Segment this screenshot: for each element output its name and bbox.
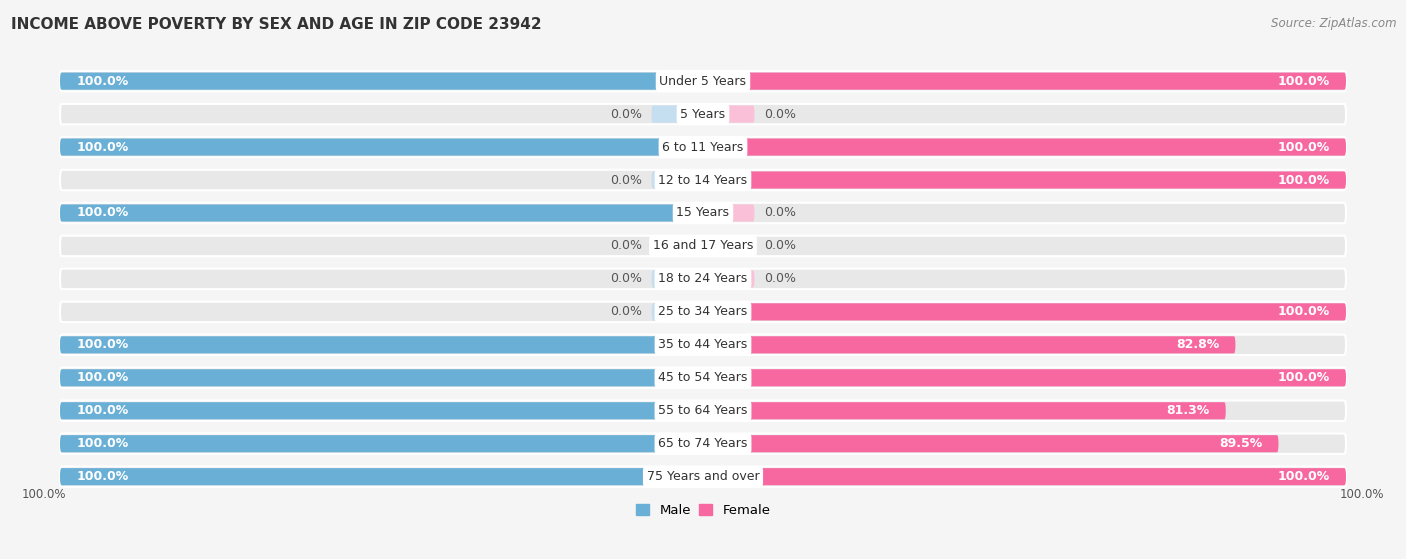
FancyBboxPatch shape [703,73,1346,89]
FancyBboxPatch shape [60,269,1346,289]
Text: 12 to 14 Years: 12 to 14 Years [658,173,748,187]
Text: INCOME ABOVE POVERTY BY SEX AND AGE IN ZIP CODE 23942: INCOME ABOVE POVERTY BY SEX AND AGE IN Z… [11,17,541,32]
FancyBboxPatch shape [60,368,1346,388]
Text: 0.0%: 0.0% [763,239,796,253]
FancyBboxPatch shape [60,402,703,419]
Text: 18 to 24 Years: 18 to 24 Years [658,272,748,286]
FancyBboxPatch shape [60,335,1346,355]
FancyBboxPatch shape [703,402,1226,419]
FancyBboxPatch shape [60,369,703,386]
Text: 100.0%: 100.0% [1278,140,1330,154]
Text: 0.0%: 0.0% [610,173,643,187]
FancyBboxPatch shape [651,304,703,320]
FancyBboxPatch shape [60,137,1346,157]
Text: 15 Years: 15 Years [676,206,730,220]
Text: 100.0%: 100.0% [76,206,128,220]
Text: 100.0%: 100.0% [76,470,128,483]
FancyBboxPatch shape [60,337,703,353]
FancyBboxPatch shape [651,106,703,122]
Text: 0.0%: 0.0% [763,107,796,121]
Text: 100.0%: 100.0% [21,489,66,501]
FancyBboxPatch shape [703,106,755,122]
Text: 100.0%: 100.0% [1278,75,1330,88]
Text: 100.0%: 100.0% [1278,470,1330,483]
Text: 89.5%: 89.5% [1219,437,1263,450]
FancyBboxPatch shape [703,468,1346,485]
FancyBboxPatch shape [703,337,1236,353]
FancyBboxPatch shape [60,302,1346,322]
Text: 65 to 74 Years: 65 to 74 Years [658,437,748,450]
Text: 100.0%: 100.0% [76,371,128,384]
FancyBboxPatch shape [703,205,755,221]
Text: 100.0%: 100.0% [76,338,128,352]
Text: 35 to 44 Years: 35 to 44 Years [658,338,748,352]
Text: 100.0%: 100.0% [76,404,128,417]
FancyBboxPatch shape [60,104,1346,124]
FancyBboxPatch shape [703,271,755,287]
FancyBboxPatch shape [60,236,1346,256]
Text: 0.0%: 0.0% [763,206,796,220]
FancyBboxPatch shape [60,466,1346,487]
Text: 0.0%: 0.0% [610,305,643,319]
FancyBboxPatch shape [60,71,1346,91]
Legend: Male, Female: Male, Female [630,499,776,522]
FancyBboxPatch shape [703,172,1346,188]
FancyBboxPatch shape [60,433,1346,454]
FancyBboxPatch shape [60,435,703,452]
Text: Under 5 Years: Under 5 Years [659,75,747,88]
FancyBboxPatch shape [703,139,1346,155]
FancyBboxPatch shape [651,172,703,188]
Text: 5 Years: 5 Years [681,107,725,121]
Text: 100.0%: 100.0% [1278,371,1330,384]
Text: 82.8%: 82.8% [1175,338,1219,352]
FancyBboxPatch shape [60,205,703,221]
Text: 75 Years and over: 75 Years and over [647,470,759,483]
Text: 55 to 64 Years: 55 to 64 Years [658,404,748,417]
Text: 6 to 11 Years: 6 to 11 Years [662,140,744,154]
Text: 0.0%: 0.0% [763,272,796,286]
FancyBboxPatch shape [703,304,1346,320]
FancyBboxPatch shape [60,170,1346,190]
Text: 0.0%: 0.0% [610,272,643,286]
Text: 25 to 34 Years: 25 to 34 Years [658,305,748,319]
Text: 45 to 54 Years: 45 to 54 Years [658,371,748,384]
Text: 100.0%: 100.0% [76,437,128,450]
Text: 100.0%: 100.0% [1340,489,1385,501]
FancyBboxPatch shape [60,203,1346,223]
Text: Source: ZipAtlas.com: Source: ZipAtlas.com [1271,17,1396,30]
FancyBboxPatch shape [651,238,703,254]
Text: 81.3%: 81.3% [1167,404,1209,417]
FancyBboxPatch shape [703,238,755,254]
FancyBboxPatch shape [651,271,703,287]
Text: 100.0%: 100.0% [1278,173,1330,187]
FancyBboxPatch shape [703,435,1278,452]
Text: 0.0%: 0.0% [610,239,643,253]
FancyBboxPatch shape [60,401,1346,421]
FancyBboxPatch shape [60,139,703,155]
FancyBboxPatch shape [60,73,703,89]
Text: 16 and 17 Years: 16 and 17 Years [652,239,754,253]
FancyBboxPatch shape [703,369,1346,386]
FancyBboxPatch shape [60,468,703,485]
Text: 100.0%: 100.0% [1278,305,1330,319]
Text: 100.0%: 100.0% [76,140,128,154]
Text: 0.0%: 0.0% [610,107,643,121]
Text: 100.0%: 100.0% [76,75,128,88]
